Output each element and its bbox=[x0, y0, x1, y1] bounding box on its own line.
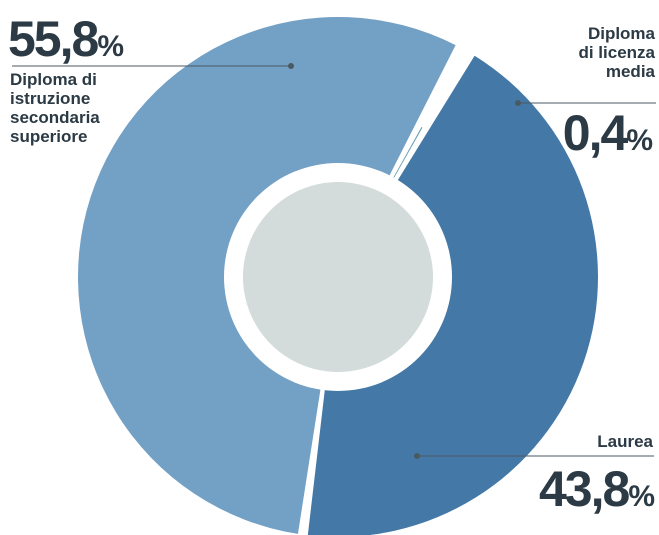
slice-label-laurea: Laurea bbox=[597, 432, 653, 451]
center-disc bbox=[243, 182, 433, 372]
slice-laurea bbox=[307, 55, 598, 535]
leader-dot-laurea bbox=[414, 453, 420, 459]
leader-dot-diploma-superiore bbox=[288, 63, 294, 69]
slice-label-diploma-superiore: Diploma di istruzione secondaria superio… bbox=[10, 70, 100, 146]
leader-dot-diploma-licenza-media bbox=[515, 100, 521, 106]
leaders-group bbox=[12, 63, 656, 459]
value-label-diploma-licenza-media: 0,4% bbox=[562, 105, 653, 161]
value-label-laurea: 43,8% bbox=[538, 461, 655, 517]
slice-label-diploma-licenza-media: Diploma di licenza media bbox=[578, 24, 655, 81]
value-label-diploma-superiore: 55,8% bbox=[8, 11, 125, 67]
